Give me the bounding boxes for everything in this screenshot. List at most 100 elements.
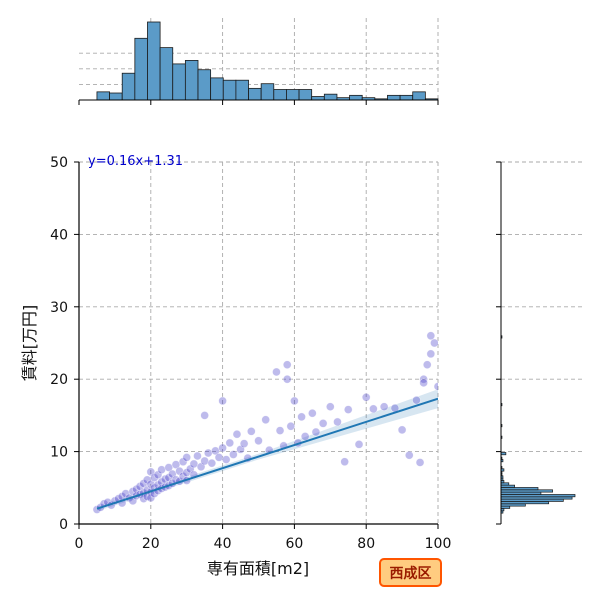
right-hist-bar (500, 484, 515, 488)
data-point (369, 404, 378, 414)
right-hist-bar (500, 501, 550, 505)
top-hist-bar (134, 37, 148, 101)
data-point (218, 443, 227, 453)
data-point (146, 493, 156, 503)
top-hist-bar (286, 89, 300, 101)
top-hist-bar (387, 94, 401, 101)
data-point (211, 446, 220, 456)
data-point (200, 411, 209, 420)
data-point (132, 484, 141, 494)
data-point (415, 458, 425, 467)
data-point (422, 360, 432, 370)
y-tick-label: 50 (50, 155, 68, 171)
top-hist-bar (298, 89, 313, 101)
data-point (247, 427, 256, 436)
data-point (171, 460, 181, 469)
data-point (419, 374, 428, 384)
data-point (239, 439, 249, 448)
data-point (282, 374, 292, 384)
data-point (232, 429, 242, 439)
data-point (207, 458, 217, 468)
data-point (419, 378, 428, 388)
right-hist-bar (500, 498, 564, 502)
top-hist-bar (197, 69, 212, 101)
data-point (300, 432, 310, 441)
top-hist-bar (349, 94, 363, 101)
data-point (164, 463, 174, 472)
y-tick-label: 40 (50, 227, 68, 243)
x-axis-title: 専有面積[m2] (207, 559, 309, 578)
y-tick-label: 20 (50, 372, 68, 388)
data-point (229, 450, 238, 459)
y-tick-label: 10 (50, 445, 68, 461)
data-point (426, 349, 436, 359)
data-point (340, 457, 349, 467)
data-point (221, 455, 231, 464)
data-point (153, 470, 163, 480)
data-point (290, 396, 299, 406)
y-axis-title: 賃料[万円] (20, 305, 39, 382)
top-hist-bar (109, 92, 123, 101)
data-point (193, 451, 202, 461)
district-badge-label: 西成区 (390, 565, 432, 582)
top-hist-bar (159, 47, 174, 101)
x-tick-label: 20 (142, 536, 160, 552)
top-hist-bar (399, 94, 414, 101)
data-point (412, 395, 421, 405)
data-point (200, 456, 209, 466)
data-point (297, 412, 306, 422)
top-hist-bar (147, 21, 161, 101)
data-point (157, 477, 166, 487)
data-point (272, 367, 281, 377)
right-hist-bar (500, 489, 553, 493)
data-point (433, 382, 438, 391)
data-point (182, 453, 191, 462)
right-hist-bar (500, 503, 526, 507)
data-point (354, 440, 364, 449)
top-hist-bar (248, 87, 262, 101)
top-hist-bar (96, 91, 110, 101)
top-hist-bar (210, 77, 224, 101)
top-hist-bar (311, 96, 325, 101)
top-hist-bar (172, 63, 186, 101)
regression-equation: y=0.16x+1.31 (88, 154, 183, 169)
data-point (404, 450, 414, 460)
data-point (379, 402, 389, 412)
data-point (275, 426, 285, 435)
top-hist-bar (273, 89, 287, 101)
data-point (157, 465, 166, 475)
data-point (397, 425, 407, 435)
right-hist-bar (500, 494, 576, 498)
right-hist-bar (500, 496, 573, 500)
top-hist-bar (260, 83, 275, 101)
top-hist-bar (235, 79, 249, 101)
data-point (426, 331, 436, 341)
data-point (333, 417, 342, 427)
data-point (308, 408, 317, 418)
data-point (311, 427, 321, 437)
x-tick-label: 100 (425, 536, 452, 552)
district-badge: 西成区 (379, 558, 442, 587)
data-point (218, 396, 227, 406)
regression-line (96, 397, 438, 510)
top-hist-bar (412, 91, 426, 101)
right-hist-bar (500, 487, 539, 491)
right-hist-bar (500, 452, 507, 456)
data-point (361, 392, 371, 402)
x-tick-label: 80 (357, 536, 375, 552)
data-point (325, 402, 335, 412)
x-tick-label: 0 (75, 536, 84, 552)
top-hist-bar (323, 93, 338, 101)
data-point (121, 489, 130, 498)
data-point (175, 466, 184, 476)
data-point (189, 459, 199, 469)
data-point (254, 436, 263, 446)
data-point (150, 473, 159, 482)
data-point (318, 419, 328, 428)
y-tick-label: 30 (50, 300, 68, 316)
right-hist-bar (500, 505, 511, 509)
main-scatter-plot: 0 20 40 60 80 100 0 10 20 30 40 50 y=0.16x+1.31 専有… (20, 154, 451, 578)
data-point (214, 453, 224, 462)
data-point (139, 479, 148, 488)
top-histogram (78, 18, 439, 105)
